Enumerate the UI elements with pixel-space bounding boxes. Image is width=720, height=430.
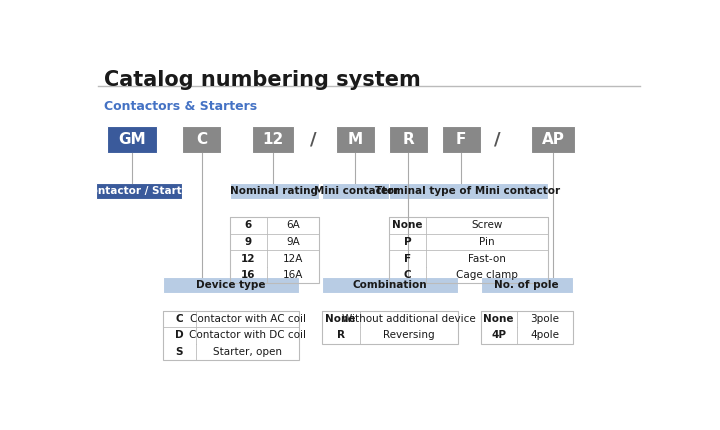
Text: M: M: [348, 132, 363, 147]
Text: Pin: Pin: [480, 237, 495, 247]
Text: Contactor / Starter: Contactor / Starter: [84, 186, 194, 196]
FancyBboxPatch shape: [531, 126, 575, 153]
Text: Catalog numbering system: Catalog numbering system: [104, 70, 420, 90]
Text: None: None: [325, 314, 356, 324]
Text: 9A: 9A: [287, 237, 300, 247]
Text: C: C: [176, 314, 183, 324]
Text: 12: 12: [241, 254, 256, 264]
Text: AP: AP: [541, 132, 564, 147]
Text: 16A: 16A: [283, 270, 303, 280]
Text: Cage clamp: Cage clamp: [456, 270, 518, 280]
Text: /: /: [310, 130, 317, 148]
FancyBboxPatch shape: [230, 183, 319, 199]
Text: F: F: [404, 254, 411, 264]
Text: Mini contactor: Mini contactor: [314, 186, 399, 196]
Text: GM: GM: [118, 132, 145, 147]
FancyBboxPatch shape: [322, 277, 458, 293]
Text: None: None: [484, 314, 514, 324]
Text: C: C: [196, 132, 207, 147]
FancyBboxPatch shape: [481, 277, 572, 293]
Bar: [389, 217, 548, 283]
Text: 4pole: 4pole: [530, 330, 559, 341]
Text: F: F: [456, 132, 467, 147]
Text: 12: 12: [262, 132, 284, 147]
Text: Device type: Device type: [196, 280, 266, 290]
Text: /: /: [494, 130, 500, 148]
Text: Reversing: Reversing: [383, 330, 435, 341]
Bar: [163, 310, 300, 360]
Text: None: None: [392, 221, 423, 230]
FancyBboxPatch shape: [163, 277, 300, 293]
Text: 3pole: 3pole: [530, 314, 559, 324]
Text: R: R: [336, 330, 345, 341]
FancyBboxPatch shape: [389, 126, 428, 153]
Text: Contactors & Starters: Contactors & Starters: [104, 100, 257, 113]
FancyBboxPatch shape: [322, 183, 392, 199]
FancyBboxPatch shape: [182, 126, 221, 153]
FancyBboxPatch shape: [389, 183, 548, 199]
Text: 12A: 12A: [283, 254, 303, 264]
FancyBboxPatch shape: [441, 126, 481, 153]
Text: Starter, open: Starter, open: [213, 347, 282, 357]
Text: 16: 16: [241, 270, 256, 280]
Text: R: R: [402, 132, 414, 147]
Text: Without additional device: Without additional device: [342, 314, 476, 324]
Text: Terminal type of Mini contactor: Terminal type of Mini contactor: [376, 186, 561, 196]
Text: Nominal rating: Nominal rating: [230, 186, 318, 196]
Bar: [230, 217, 319, 283]
FancyBboxPatch shape: [252, 126, 294, 153]
Text: D: D: [175, 330, 184, 341]
Text: 9: 9: [245, 237, 252, 247]
Bar: [481, 310, 572, 344]
Bar: [322, 310, 458, 344]
Text: Contactor with DC coil: Contactor with DC coil: [189, 330, 306, 341]
FancyBboxPatch shape: [107, 126, 157, 153]
Text: No. of pole: No. of pole: [495, 280, 559, 290]
FancyBboxPatch shape: [336, 126, 374, 153]
FancyBboxPatch shape: [96, 183, 182, 199]
Text: Contactor with AC coil: Contactor with AC coil: [189, 314, 305, 324]
Text: C: C: [404, 270, 411, 280]
Text: 6: 6: [245, 221, 252, 230]
Text: Combination: Combination: [353, 280, 427, 290]
Text: 4P: 4P: [491, 330, 506, 341]
Text: Fast-on: Fast-on: [468, 254, 506, 264]
Text: Screw: Screw: [472, 221, 503, 230]
Text: 6A: 6A: [287, 221, 300, 230]
Text: S: S: [176, 347, 183, 357]
Text: P: P: [404, 237, 411, 247]
